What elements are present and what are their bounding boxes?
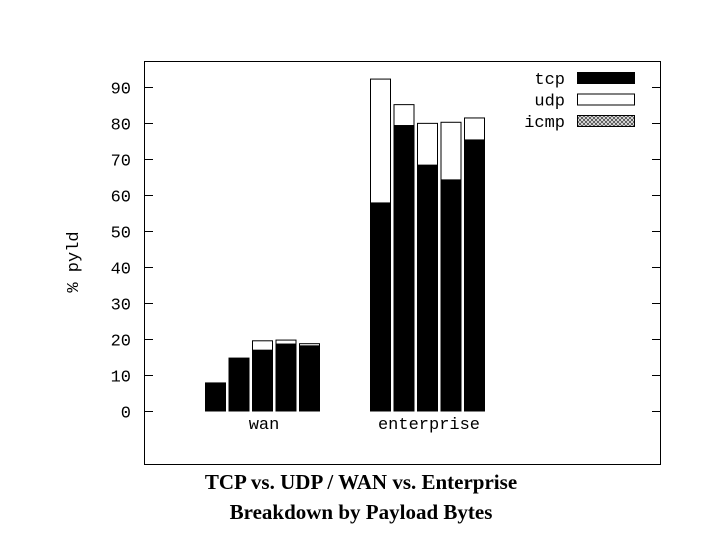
bar-enterprise-2-tcp	[393, 125, 415, 412]
y-tick-label-20: 20	[111, 333, 131, 352]
bar-wan-4-tcp	[275, 343, 297, 412]
bar-wan-2-tcp	[228, 357, 250, 412]
bar-enterprise-4-tcp	[440, 179, 462, 412]
legend-label-udp: udp	[534, 93, 565, 112]
bar-wan-4-udp	[275, 339, 297, 345]
bar-enterprise-3-tcp	[417, 164, 438, 412]
bar-enterprise-1-udp	[370, 78, 391, 204]
bar-enterprise-5-udp	[464, 117, 485, 141]
legend-label-icmp: icmp	[524, 114, 565, 133]
plot-frame	[144, 61, 661, 465]
legend: tcp udp icmp	[524, 71, 635, 133]
bar-wan-3-tcp	[252, 349, 273, 412]
bar-enterprise-3-udp	[417, 122, 438, 166]
y-tick-label-30: 30	[111, 297, 131, 316]
legend-swatch-tcp	[577, 72, 635, 84]
bar-wan-5-udp	[299, 343, 320, 347]
bar-wan-5-tcp	[299, 345, 320, 412]
bar-wan-1-tcp	[205, 382, 226, 412]
y-tick-label-70: 70	[111, 153, 131, 172]
legend-swatch-udp	[577, 93, 635, 106]
group-label-enterprise: enterprise	[378, 416, 480, 435]
legend-swatch-icmp	[577, 115, 635, 127]
y-tick-label-10: 10	[111, 369, 131, 388]
bar-enterprise-5-tcp	[464, 139, 485, 412]
y-tick-label-50: 50	[111, 225, 131, 244]
legend-label-tcp: tcp	[534, 71, 565, 90]
group-label-wan: wan	[249, 416, 280, 435]
bar-enterprise-2-udp	[393, 104, 415, 127]
chart-caption-line1: TCP vs. UDP / WAN vs. Enterprise	[204, 470, 518, 494]
bar-groups: wan enterprise	[205, 78, 485, 435]
y-tick-label-90: 90	[111, 81, 131, 100]
bar-enterprise-4-udp	[440, 121, 462, 181]
y-tick-label-0: 0	[121, 405, 131, 424]
y-tick-label-60: 60	[111, 189, 131, 208]
chart-caption-line2: Breakdown by Payload Bytes	[229, 500, 493, 524]
y-tick-label-40: 40	[111, 261, 131, 280]
y-axis-label: % pyld	[65, 231, 84, 292]
y-tick-label-80: 80	[111, 117, 131, 136]
y-axis-ticks: 0 10 20 30 40 50 60 70 80 90	[111, 81, 660, 424]
bar-wan-3-udp	[252, 340, 273, 351]
bar-enterprise-1-tcp	[370, 202, 391, 412]
